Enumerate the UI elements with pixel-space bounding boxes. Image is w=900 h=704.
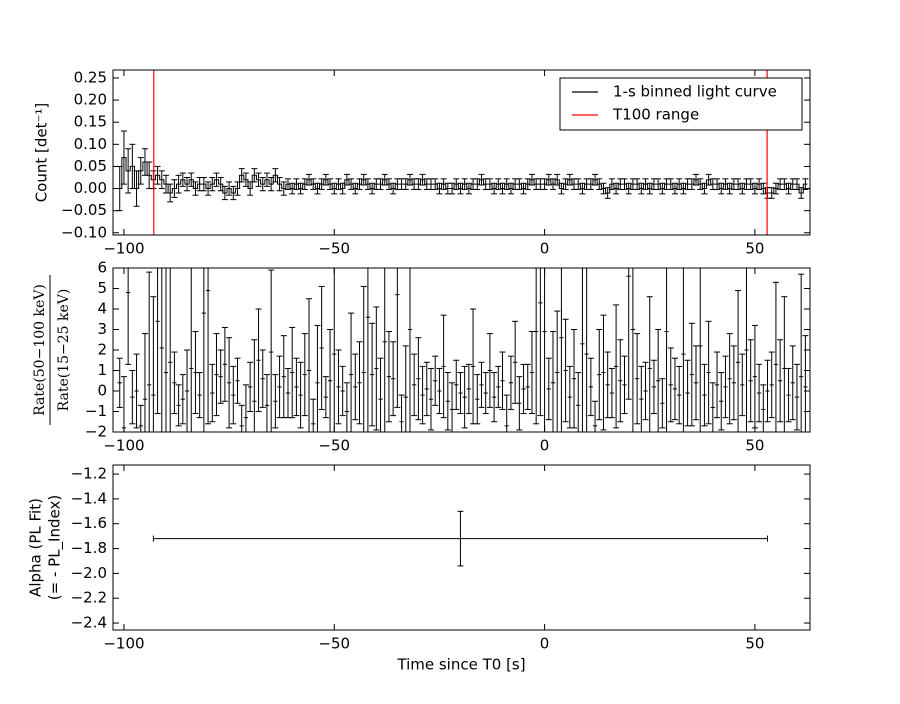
x-tick-label: −100 — [103, 635, 144, 653]
y-tick-label: 5 — [97, 279, 107, 297]
y-tick-label: −1.6 — [71, 514, 107, 532]
legend-label: T100 range — [612, 106, 699, 124]
y-tick-label: 0.05 — [74, 157, 107, 175]
y-axis-label: Count [det⁻¹] — [33, 103, 51, 203]
y-tick-label: −2.2 — [71, 589, 107, 607]
y-tick-label: 0.20 — [74, 91, 107, 109]
y-tick-label: 2 — [97, 341, 107, 359]
y-tick-label: 4 — [97, 300, 107, 318]
y-axis-label: Alpha (PL Fit) — [27, 498, 45, 597]
y-tick-label: −0.10 — [61, 223, 107, 241]
y-tick-label: −1.4 — [71, 489, 107, 507]
y-tick-label: −2 — [85, 423, 107, 441]
y-tick-label: 0.15 — [74, 113, 107, 131]
plot-area — [152, 510, 769, 567]
y-tick-label: −0.05 — [61, 201, 107, 219]
y-axis-label: (= - PL_Index) — [46, 495, 65, 600]
x-tick-label: −100 — [103, 437, 144, 455]
y-axis-label-denominator: Rate(15−25 keV) — [56, 289, 72, 412]
y-tick-label: 3 — [97, 320, 107, 338]
y-tick-label: 0.25 — [74, 68, 107, 86]
x-tick-label: 50 — [745, 635, 764, 653]
x-tick-label: 50 — [745, 437, 764, 455]
y-tick-label: 0.10 — [74, 135, 107, 153]
x-tick-label: −50 — [318, 240, 350, 258]
x-tick-label: −100 — [103, 240, 144, 258]
y-tick-label: −1.2 — [71, 465, 107, 483]
legend-box — [559, 77, 803, 131]
y-tick-label: −2.0 — [71, 564, 107, 582]
x-tick-label: −50 — [318, 437, 350, 455]
y-tick-label: 0.00 — [74, 179, 107, 197]
plot-area — [116, 70, 809, 235]
y-tick-label: 1 — [97, 361, 107, 379]
y-tick-label: −1 — [85, 402, 107, 420]
x-tick-label: 50 — [745, 240, 764, 258]
x-tick-label: −50 — [318, 635, 350, 653]
x-tick-label: 0 — [540, 635, 550, 653]
plot-area — [116, 268, 809, 432]
axes-frame — [112, 267, 811, 433]
x-tick-label: 0 — [540, 240, 550, 258]
axes-frame — [112, 464, 811, 631]
y-tick-label: −2.4 — [71, 614, 107, 632]
x-axis-label: Time since T0 [s] — [396, 656, 525, 674]
y-tick-label: −1.8 — [71, 539, 107, 557]
axes-frame — [112, 69, 811, 236]
legend-label: 1-s binned light curve — [613, 83, 777, 101]
y-tick-label: 0 — [97, 382, 107, 400]
x-tick-label: 0 — [540, 437, 550, 455]
y-axis-label-numerator: Rate(50−100 keV) — [32, 284, 48, 416]
y-tick-label: 6 — [97, 259, 107, 277]
